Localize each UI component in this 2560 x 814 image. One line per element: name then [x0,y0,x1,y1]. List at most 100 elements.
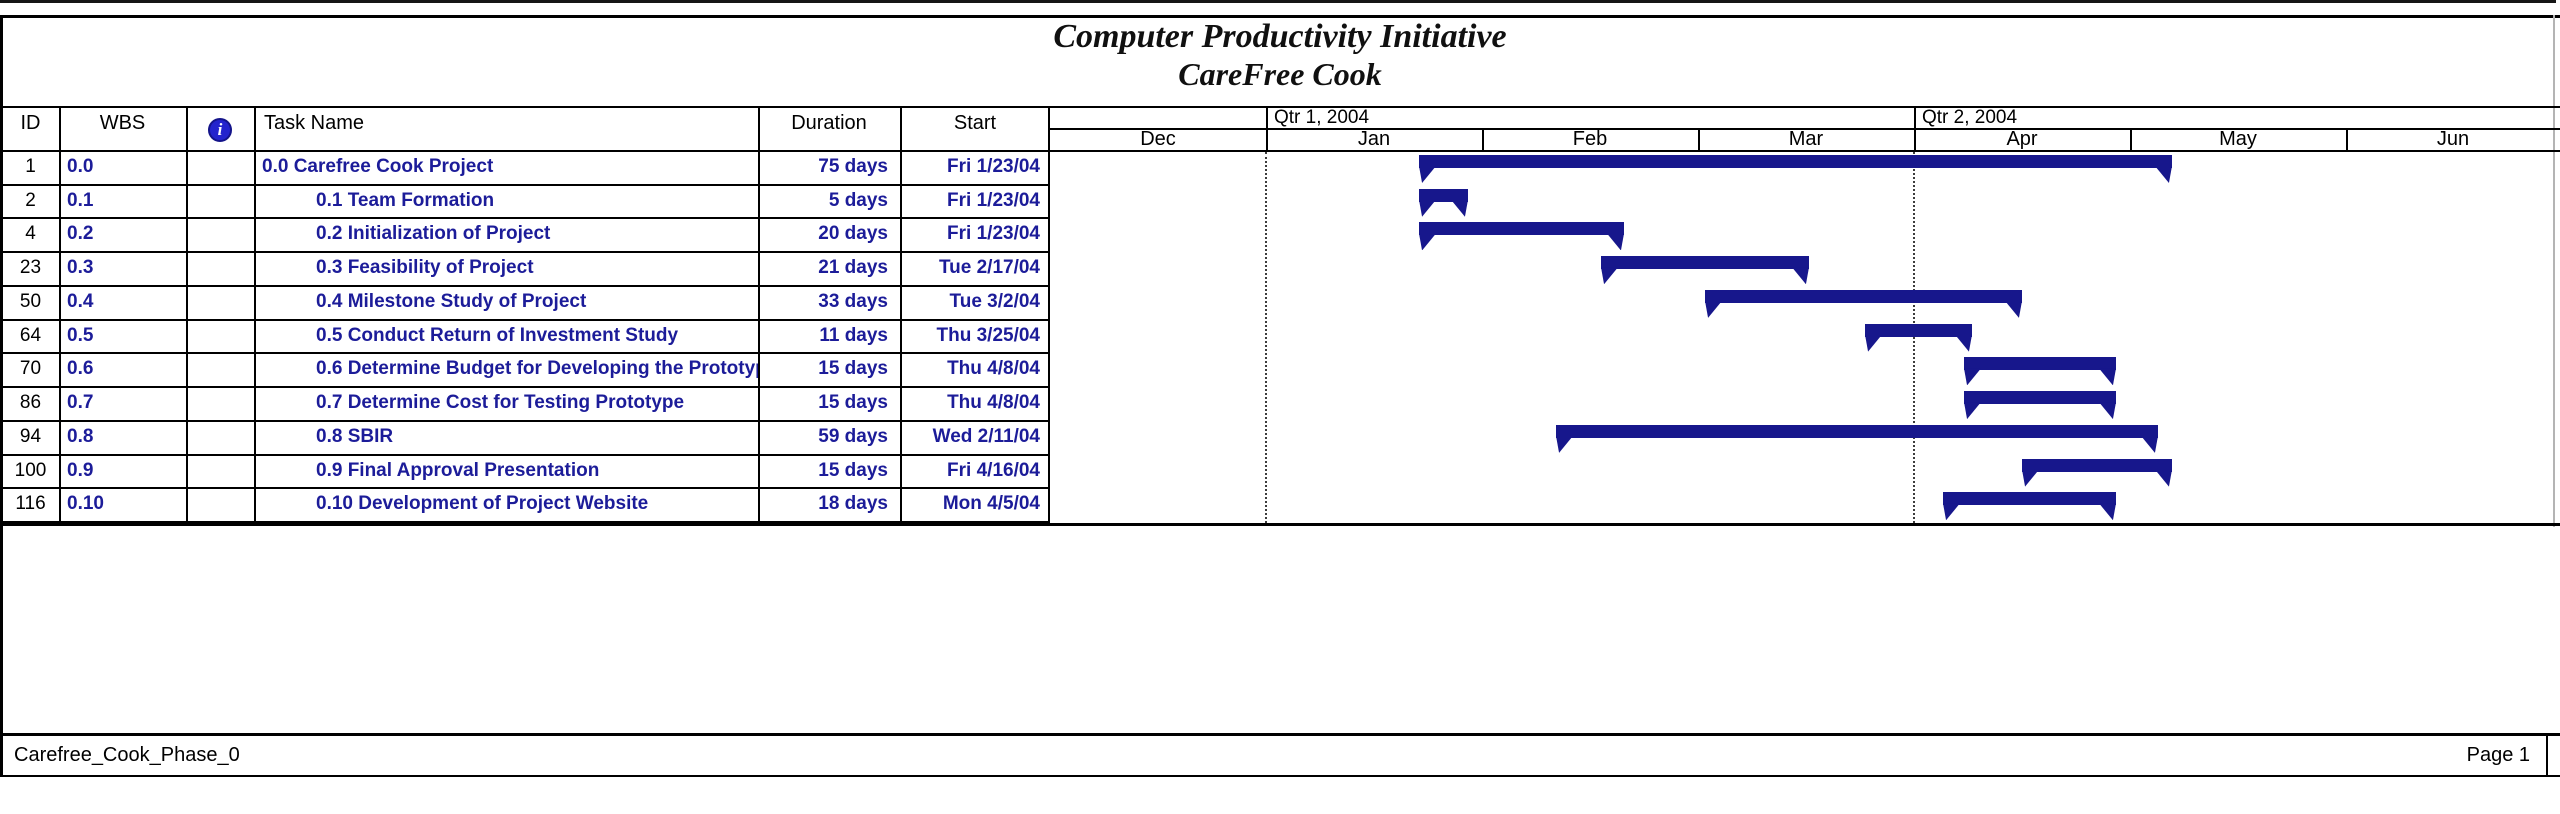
cell-duration: 21 days [818,257,888,279]
cell-duration: 15 days [818,392,888,414]
grid-bottom-line [0,523,2560,526]
cell-start: Thu 4/8/04 [947,392,1040,414]
cell-id: 1 [25,156,36,177]
page-right-border [2553,15,2555,527]
timescale-line-qtr2 [1914,106,1916,150]
cell-id: 64 [19,324,42,346]
gantt-summary-bar [1601,256,1809,270]
timescale-line-qtr1 [1266,106,1268,150]
cell-duration: 75 days [818,156,888,177]
cell-duration: 11 days [819,324,888,346]
cell-wbs: 0.4 [67,290,94,312]
column-header-task-name: Task Name [264,112,365,134]
timescale-month-label: Apr [2006,128,2038,150]
gantt-summary-bar [1419,155,2172,168]
cell-ind [186,388,254,419]
timescale-line-may [2130,128,2132,150]
cell-wbs: 0.5 [67,324,94,346]
gantt-bar-finish-cap [2155,469,2172,487]
table-row: 86 0.7 0.7 Determine Cost for Testing Prot… [2,388,1048,422]
column-line-wbs-indicator [186,106,188,523]
cell-start: Fri 1/23/04 [947,223,1040,245]
cell-id: 116 [15,493,46,515]
page-top-border [0,15,2560,18]
footer-bottom-line [0,775,2560,777]
gantt-bar-start-cap [1419,166,1436,183]
table-row: 23 0.3 0.3 Feasibility of Project 21 days Tu… [2,253,1048,287]
gantt-summary-bar [1865,323,1972,337]
gantt-summary-bar [1943,492,2116,506]
cell-ind [186,489,254,520]
cell-id: 70 [19,358,42,380]
footer-top-line [0,733,2560,736]
gantt-bar-finish-cap [2141,435,2158,453]
report-title: Computer Productivity Initiative [1053,18,1507,55]
timescale-month-label: Jan [1357,128,1391,150]
gantt-bar-finish-cap [2099,402,2116,420]
cell-ind [186,287,254,318]
cell-name: 0.0 Carefree Cook Project [262,156,494,177]
footer-filename: Carefree_Cook_Phase_0 [14,744,240,766]
gantt-bar-start-cap [1419,199,1436,217]
gantt-bar-finish-cap [1607,233,1624,251]
cell-name: 0.6 Determine Budget for Developing the … [316,358,758,380]
timescale-line-mar [1698,128,1700,150]
column-header-duration: Duration [791,112,867,134]
cell-start: Wed 2/11/04 [932,425,1040,447]
cell-name: 0.4 Milestone Study of Project [316,290,587,312]
cell-start: Thu 3/25/04 [936,324,1041,346]
task-table-body: 1 0.0 0.0 Carefree Cook Project 75 days Fri … [2,152,1048,524]
cell-wbs: 0.1 [67,189,94,211]
cell-name: 0.10 Development of Project Website [316,493,649,515]
gantt-bar-start-cap [1601,267,1618,285]
column-header-start: Start [953,112,997,134]
cell-wbs: 0.6 [67,358,94,380]
column-line-duration-start [900,106,902,523]
cell-id: 50 [19,290,42,312]
table-row: 4 0.2 0.2 Initialization of Project 20 days… [2,219,1048,254]
gantt-bar-start-cap [1964,402,1981,420]
cell-ind [186,186,254,217]
timescale-month-label: Mar [1788,128,1824,150]
table-row: 50 0.4 0.4 Milestone Study of Project 33 da… [2,287,1048,321]
cell-ind [186,456,254,487]
cell-start: Tue 3/2/04 [949,290,1040,312]
table-row: 70 0.6 0.6 Determine Budget for Developing… [2,354,1048,389]
timescale-month-label: Dec [1140,128,1176,150]
cell-id: 2 [25,189,36,211]
gantt-bar-finish-cap [2099,503,2116,521]
gantt-summary-bar [1964,357,2116,371]
cell-id: 94 [19,425,42,447]
cell-start: Fri 1/23/04 [947,189,1040,211]
gantt-bar-finish-cap [1792,267,1809,285]
timescale-month-label: Jun [2436,128,2470,150]
gantt-bar-finish-cap [1955,334,1972,352]
cell-duration: 20 days [818,223,888,245]
cell-name: 0.7 Determine Cost for Testing Prototype [316,392,685,414]
cell-start: Fri 1/23/04 [947,156,1040,177]
cell-wbs: 0.8 [67,425,94,447]
cell-wbs: 0.7 [67,392,94,414]
cell-id: 100 [14,459,47,481]
cell-ind [186,219,254,250]
header-top-line [0,106,2560,108]
timescale-quarter-1: Qtr 1, 2004 [1274,107,1370,128]
gantt-summary-bar [1964,391,2116,405]
table-row: 116 0.10 0.10 Development of Project Websi… [2,489,1048,524]
cell-duration: 5 days [828,189,888,211]
gantt-summary-bar [1556,424,2158,438]
gantt-bar-start-cap [1964,368,1981,386]
cell-name: 0.5 Conduct Return of Investment Study [316,324,679,346]
gantt-bar-start-cap [1865,334,1882,352]
cell-start: Fri 4/16/04 [947,459,1040,481]
cell-wbs: 0.9 [67,459,94,481]
gantt-bar-start-cap [1943,503,1960,521]
timescale-month-label: May [2219,128,2257,150]
column-line-indicator-task [254,106,256,523]
cell-name: 0.8 SBIR [316,425,394,447]
column-header-wbs: WBS [99,112,146,134]
table-row: 100 0.9 0.9 Final Approval Presentation 15 … [2,456,1048,490]
timescale-line-feb [1482,128,1484,150]
info-icon: i [208,118,232,142]
